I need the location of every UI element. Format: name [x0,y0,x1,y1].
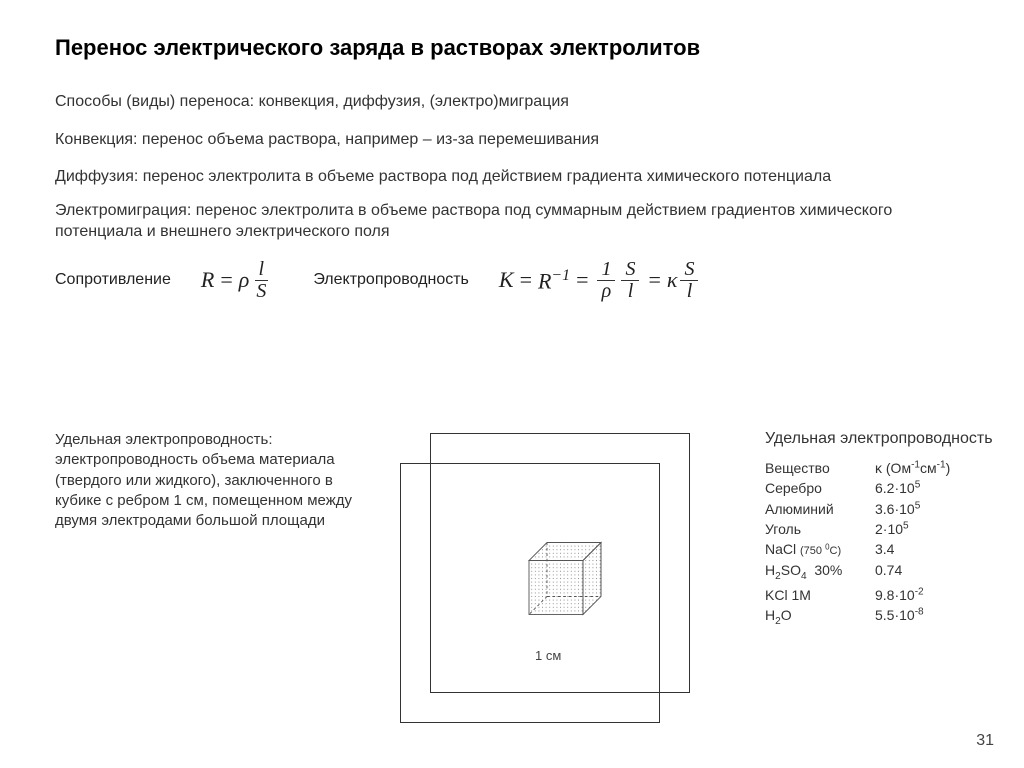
table-cell-value: 2·105 [875,519,995,539]
eq-sign-3: = [576,267,588,293]
table-header-col2: κ (Ом-1см-1) [875,458,995,478]
formula-row: Сопротивление R = ρ l S Электропроводнос… [55,259,975,302]
sym-l-2: l [624,281,638,302]
table-row: H2O5.5·10-8 [765,605,995,629]
sym-l-3: l [683,281,697,302]
paragraph-2: Конвекция: перенос объема раствора, напр… [55,129,975,151]
slide-content: Перенос электрического заряда в раствора… [55,35,975,322]
table-cell-name: Серебро [765,478,875,498]
page-title: Перенос электрического заряда в раствора… [55,35,975,61]
paragraph-3: Диффузия: перенос электролита в объеме р… [55,166,975,188]
eq-sign-2: = [520,267,532,293]
table-cell-value: 3.4 [875,539,995,560]
table-cell-value: 3.6·105 [875,499,995,519]
table-cell-name: NaCl (750 0C) [765,539,875,560]
table-cell-name: H2SO4 30% [765,560,875,584]
table-body: Серебро6.2·105Алюминий3.6·105Уголь2·105N… [765,478,995,629]
conductivity-table: Удельная электропроводность Вещество κ (… [765,430,995,629]
paragraph-4: Электромиграция: перенос электролита в о… [55,200,975,243]
table-row: Уголь2·105 [765,519,995,539]
description-left: Удельная электропроводность: электропров… [55,430,355,531]
table-row: Серебро6.2·105 [765,478,995,498]
label-resistance: Сопротивление [55,271,171,289]
sym-K: K [499,267,514,293]
frac-S-over-l: S l [621,259,639,302]
table-row: KCl 1M9.8·10-2 [765,585,995,605]
table-row: NaCl (750 0C)3.4 [765,539,995,560]
sym-l: l [255,259,269,281]
sym-one: 1 [597,259,615,281]
sym-S-2: S [621,259,639,281]
sym-Rinv: R−1 [538,267,570,294]
sym-rho-2: ρ [598,281,616,302]
table-cell-value: 5.5·10-8 [875,605,995,629]
sym-R: R [201,267,214,293]
formula-conductivity: K = R−1 = 1 ρ S l = κ S l [499,259,702,302]
electrode-diagram: 1 см [400,433,710,733]
frac-1-over-rho: 1 ρ [597,259,615,302]
sym-S: S [252,281,270,302]
lower-section: Удельная электропроводность: электропров… [55,430,975,750]
cm-label: 1 см [535,648,561,663]
table-cell-value: 6.2·105 [875,478,995,498]
table-cell-name: KCl 1M [765,585,875,605]
table-row: H2SO4 30%0.74 [765,560,995,584]
sym-rho: ρ [239,267,250,293]
table-title: Удельная электропроводность [765,430,995,448]
paragraph-1: Способы (виды) переноса: конвекция, дифф… [55,91,975,113]
sym-kappa: κ [667,267,678,293]
label-conductivity: Электропроводность [313,271,469,289]
table-header-row: Вещество κ (Ом-1см-1) [765,458,995,478]
eq-sign-4: = [648,267,660,293]
table-cell-name: H2O [765,605,875,629]
frac-l-over-S: l S [252,259,270,302]
table-cell-name: Алюминий [765,499,875,519]
table-row: Алюминий3.6·105 [765,499,995,519]
page-number: 31 [976,732,994,750]
table-cell-name: Уголь [765,519,875,539]
formula-resistance: R = ρ l S [201,259,273,302]
cube-icon [520,538,610,628]
sym-Rinv-base: R [538,268,551,293]
frac-S-over-l-2: S l [680,259,698,302]
sym-S-3: S [680,259,698,281]
eq-sign: = [220,267,232,293]
sym-Rinv-exp: −1 [551,267,570,284]
table-header-col1: Вещество [765,458,875,478]
table-cell-value: 0.74 [875,560,995,584]
table-cell-value: 9.8·10-2 [875,585,995,605]
